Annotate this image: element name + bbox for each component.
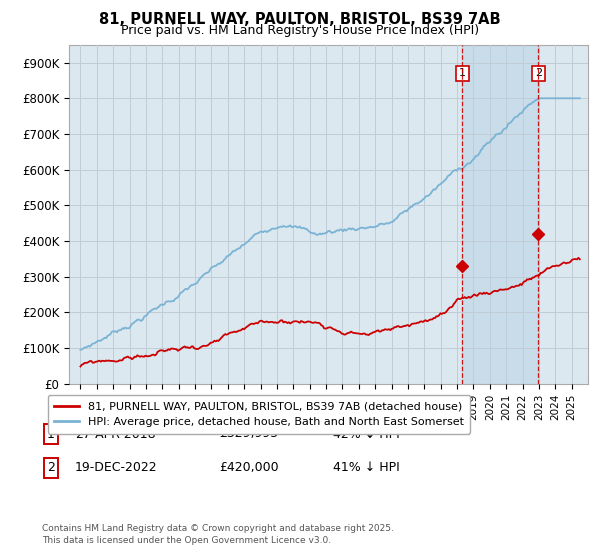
- Text: 1: 1: [459, 68, 466, 78]
- Text: 1: 1: [47, 427, 55, 441]
- Text: Contains HM Land Registry data © Crown copyright and database right 2025.
This d: Contains HM Land Registry data © Crown c…: [42, 524, 394, 545]
- Text: £420,000: £420,000: [219, 461, 278, 474]
- Legend: 81, PURNELL WAY, PAULTON, BRISTOL, BS39 7AB (detached house), HPI: Average price: 81, PURNELL WAY, PAULTON, BRISTOL, BS39 …: [47, 395, 470, 433]
- Text: 81, PURNELL WAY, PAULTON, BRISTOL, BS39 7AB: 81, PURNELL WAY, PAULTON, BRISTOL, BS39 …: [99, 12, 501, 27]
- Text: 42% ↓ HPI: 42% ↓ HPI: [333, 427, 400, 441]
- Text: 41% ↓ HPI: 41% ↓ HPI: [333, 461, 400, 474]
- Text: 2: 2: [535, 68, 542, 78]
- Text: Price paid vs. HM Land Registry's House Price Index (HPI): Price paid vs. HM Land Registry's House …: [121, 24, 479, 37]
- Text: 27-APR-2018: 27-APR-2018: [75, 427, 155, 441]
- Text: £329,995: £329,995: [219, 427, 278, 441]
- Text: 2: 2: [47, 461, 55, 474]
- Bar: [463, 45, 538, 384]
- Text: 19-DEC-2022: 19-DEC-2022: [75, 461, 158, 474]
